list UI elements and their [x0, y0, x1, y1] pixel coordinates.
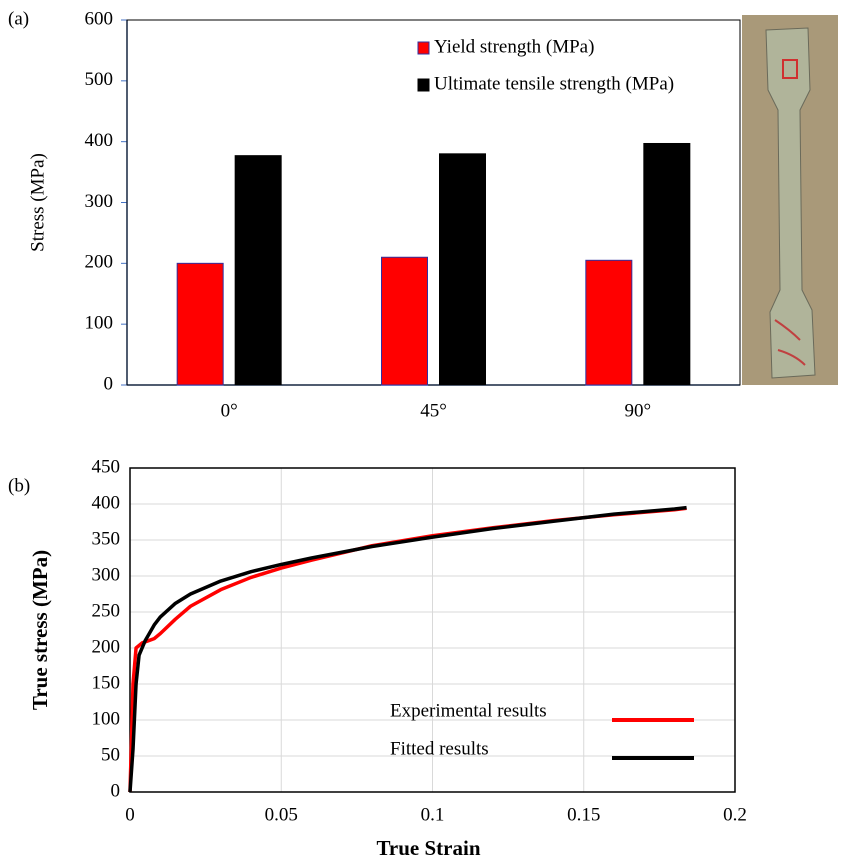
- y-tick-label: 300: [92, 564, 121, 585]
- y-tick-label: 200: [92, 636, 121, 657]
- x-tick-label: 0.15: [567, 804, 600, 825]
- y-tick-label: 100: [85, 313, 114, 334]
- y-tick-label: 250: [92, 600, 121, 621]
- bar: [585, 259, 633, 386]
- y-tick-label: 150: [92, 672, 121, 693]
- legend-label: Yield strength (MPa): [434, 36, 594, 57]
- y-tick-label: 400: [92, 492, 121, 513]
- y-tick-label: 200: [85, 252, 114, 273]
- marking: [774, 319, 806, 366]
- x-tick-label: 0°: [221, 400, 238, 421]
- legend-label: Experimental results: [390, 700, 547, 721]
- legend-label: Ultimate tensile strength (MPa): [434, 73, 674, 94]
- y-tick-label: 0: [104, 373, 114, 394]
- line: [128, 505, 687, 793]
- legend-label: Fitted results: [390, 738, 489, 759]
- bar: [234, 155, 282, 386]
- y-tick-label: 500: [85, 69, 114, 90]
- x-tick-label: 0.2: [723, 804, 747, 825]
- plot-frame: [129, 467, 736, 793]
- panel-label: (b): [8, 475, 30, 496]
- x-tick-label: 0.05: [265, 804, 298, 825]
- x-axis-label: True Strain: [376, 836, 480, 860]
- y-tick-label: 400: [85, 130, 114, 151]
- bar: [439, 153, 486, 386]
- y-tick-label: 100: [92, 708, 121, 729]
- marking: [782, 59, 798, 79]
- bar: [643, 142, 691, 386]
- legend-swatch: [417, 78, 430, 92]
- y-tick-label: 50: [101, 744, 120, 765]
- specimen-photo: [742, 15, 838, 385]
- x-tick-label: 45°: [420, 400, 447, 421]
- y-tick-label: 0: [111, 780, 121, 801]
- plot-frame: [126, 19, 741, 386]
- y-tick-label: 350: [92, 528, 121, 549]
- x-tick-label: 90°: [625, 400, 652, 421]
- y-axis-label: True stress (MPa): [28, 550, 52, 710]
- y-tick-label: 600: [85, 8, 114, 29]
- specimen: [765, 27, 816, 379]
- panel-label: (a): [8, 8, 29, 29]
- y-tick-label: 300: [85, 191, 114, 212]
- y-tick-label: 450: [92, 456, 121, 477]
- x-tick-label: 0: [125, 804, 135, 825]
- bar: [381, 256, 428, 386]
- y-axis-label: Stress (MPa): [27, 153, 48, 252]
- bar: [176, 262, 224, 386]
- x-tick-label: 0.1: [421, 804, 445, 825]
- legend-swatch: [417, 41, 430, 55]
